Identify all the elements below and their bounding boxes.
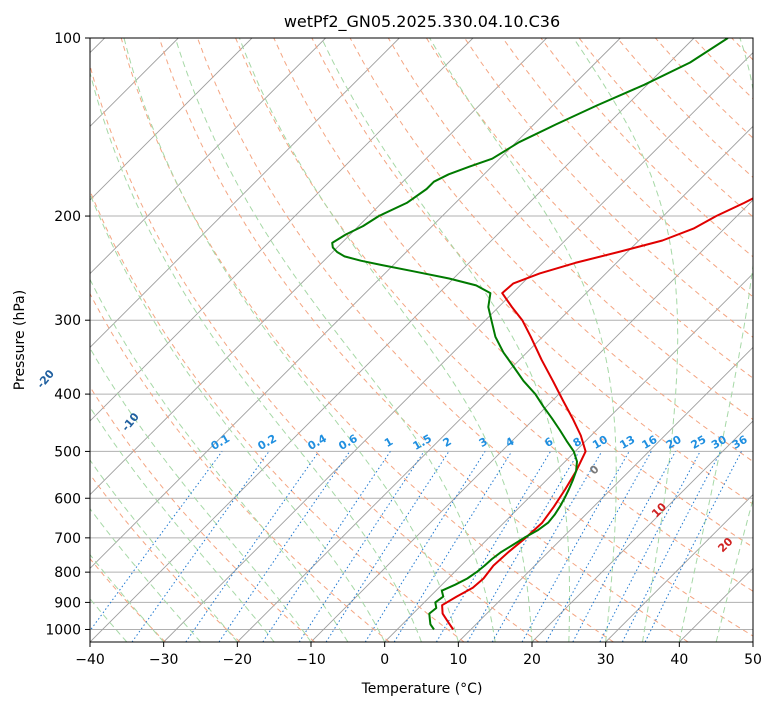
dry-adiabat-line [90,189,465,642]
isotherm-line [163,52,753,642]
dry-adiabat-line [90,473,241,642]
isotherm-line [90,38,400,348]
mixing-ratio-line [545,451,652,642]
moist-adiabat-line [678,38,753,642]
y-tick-label: 400 [54,387,81,403]
dry-adiabat-line [90,292,390,642]
y-tick-label: 700 [54,531,81,547]
mixing-ratio-line [218,451,351,642]
dry-adiabat-line [349,38,753,463]
dry-adiabat-line [120,38,614,642]
mixing-ratio-line [621,451,722,642]
temperature-profile-line [441,197,753,631]
isotherm-line [90,38,621,569]
mixing-ratio-line [90,451,223,632]
x-tick-label: −20 [223,652,253,668]
x-tick-label: 30 [597,652,615,668]
isotherm-line [310,199,753,642]
moist-adiabat-line [174,38,496,642]
dry-adiabat-line [235,38,753,592]
mixing-ratio-line [131,451,270,642]
dry-adiabat-line [197,38,753,637]
isotherm-line [90,38,474,422]
moist-adiabat-line [123,38,459,642]
moist-adiabat-line [90,459,238,642]
x-tick-label: −40 [75,652,105,668]
x-tick-label: 40 [670,652,688,668]
moist-adiabat-line [321,38,571,642]
dry-adiabat-line [464,38,753,338]
moist-adiabat-line [90,70,422,642]
mixing-ratio-line [644,451,742,642]
dry-adiabat-line [311,38,753,505]
dewpoint-profile-line [331,38,729,631]
mixing-ratio-line [572,451,676,642]
moist-adiabat-line [90,553,165,642]
isotherm-line [531,420,753,642]
mixing-ratio-line [521,451,630,642]
y-tick-label: 100 [54,31,81,47]
moist-adiabat-line [90,192,386,642]
x-tick-label: −30 [149,652,179,668]
dry-adiabat-line [90,557,166,642]
isotherm-line [90,38,253,201]
data-series [331,38,753,631]
y-tick-label: 200 [54,209,81,225]
mixing-ratio-line [262,451,391,642]
isotherm-line [384,273,753,642]
x-tick-label: 50 [744,652,762,668]
isotherm-line [90,38,547,496]
y-tick-label: 300 [54,313,81,329]
x-axis-label: Temperature (°C) [361,681,483,697]
moist-adiabat-line [715,497,753,642]
isotherm-line [237,125,753,642]
moist-adiabat-line [90,278,349,642]
y-tick-label: 1000 [45,622,81,638]
dry-adiabat-line [502,38,753,298]
mixing-ratio-line [393,451,513,642]
mixing-ratio-line [298,451,425,642]
y-axis-label: Pressure (hPa) [12,290,28,390]
dry-adiabat-line [90,385,316,642]
isotherm-line [458,346,753,642]
reference-lines [90,38,753,642]
moist-adiabat-line [90,507,201,642]
x-tick-label: 20 [523,652,541,668]
dry-adiabat-line [158,38,689,642]
moist-adiabat-line [90,406,275,642]
y-tick-label: 800 [54,565,81,581]
plot-frame [89,37,754,643]
dry-adiabat-line [387,38,753,421]
x-tick-label: 10 [449,652,467,668]
y-tick-label: 900 [54,595,81,611]
moist-adiabat-line [573,38,679,642]
moist-adiabat-line [238,38,533,642]
y-tick-label: 500 [54,444,81,460]
moist-adiabat-line [90,598,128,642]
y-axis-ticks: 100 200 300 400 500 600 700 800 900 1000 [45,31,90,638]
isotherm-line [90,38,326,275]
mixing-ratio-line [185,451,320,642]
x-tick-label: −10 [296,652,326,668]
x-tick-label: 0 [380,652,389,668]
dry-adiabat-line [90,63,540,642]
mixing-ratio-line [325,451,450,642]
chart-title: wetPf2_GN05.2025.330.04.10.C36 [284,12,560,32]
y-tick-label: 600 [54,491,81,507]
moist-adiabat-line [90,347,312,642]
x-axis-ticks: −40 −30 −20 −10 0 10 20 30 40 50 [75,642,762,668]
moist-adiabat-line [429,38,617,642]
isotherm-line [605,494,753,642]
dry-adiabat-line [273,38,753,548]
